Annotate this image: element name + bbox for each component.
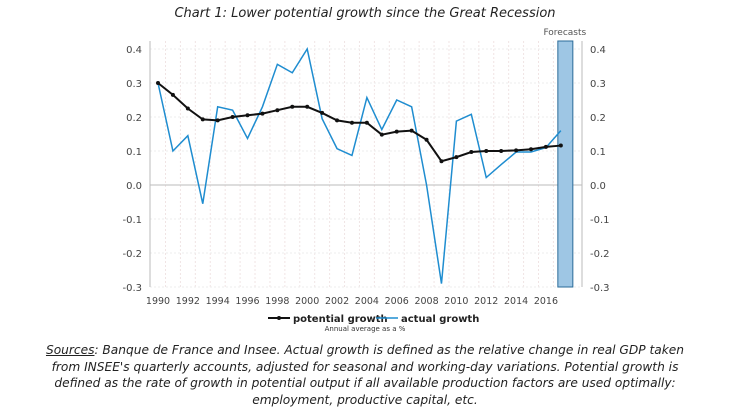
x-tick-label: 2008 (414, 296, 438, 307)
sources-text: : Banque de France and Insee. Actual gro… (51, 343, 685, 407)
line-chart: -0.3 -0.3 -0.2 -0.2 -0.1 -0.1 0.0 0.0 0.1 0.1 0.2 0… (122, 28, 610, 333)
series-point (558, 143, 563, 148)
y-tick-label-left: 0.1 (126, 147, 142, 158)
series-point (230, 115, 235, 119)
series-point (305, 104, 310, 109)
y-tick-label-left: -0.1 (122, 215, 142, 226)
legend-marker-potential (277, 316, 281, 320)
legend-note: Annual average as a % (325, 325, 406, 333)
series-point (379, 132, 384, 137)
x-tick-label: 2004 (355, 296, 379, 307)
y-tick-label-right: -0.2 (590, 249, 610, 260)
x-tick-label: 2010 (444, 296, 468, 307)
forecast-label: Forecasts (543, 28, 586, 38)
series-line-potential-growth (157, 82, 561, 163)
series-point (275, 108, 280, 113)
series-line-actual-growth (157, 47, 562, 284)
series-point (215, 118, 220, 123)
x-tick-label: 1990 (146, 296, 170, 307)
x-tick-label: 1994 (206, 296, 230, 307)
y-tick-label-right: -0.1 (590, 215, 610, 226)
series-point (484, 149, 489, 153)
legend-label-potential: potential growth (293, 314, 388, 325)
x-tick-label: 1992 (176, 296, 200, 307)
series-point (409, 128, 414, 133)
y-tick-label-left: -0.3 (122, 283, 142, 294)
sources-note: Sources: Banque de France and Insee. Act… (40, 342, 690, 408)
series-point (514, 148, 519, 153)
sources-label: Sources (45, 343, 95, 357)
series-point (364, 120, 369, 125)
x-tick-label: 2014 (504, 296, 528, 307)
y-tick-label-left: 0.0 (126, 181, 142, 192)
series-point (439, 159, 444, 164)
chart-title: Chart 1: Lower potential growth since th… (174, 6, 556, 21)
series-point (454, 155, 459, 160)
series-point (424, 137, 429, 142)
y-tick-label-left: 0.4 (126, 45, 142, 56)
y-tick-label-right: 0.1 (590, 147, 606, 158)
series-point (290, 104, 295, 109)
y-tick-label-right: 0.4 (590, 45, 606, 56)
series-point (245, 113, 250, 118)
forecast-band (557, 40, 574, 288)
series-point (529, 147, 533, 152)
x-tick-label: 1996 (235, 296, 259, 307)
series-point (349, 120, 354, 125)
series-point (200, 117, 205, 122)
x-tick-label: 1998 (265, 296, 289, 307)
x-tick-label: 2006 (385, 296, 409, 307)
series-point (260, 111, 265, 116)
y-tick-label-left: 0.2 (126, 113, 142, 124)
y-tick-label-right: 0.3 (590, 79, 606, 90)
series-point (170, 92, 175, 97)
series-point (335, 118, 340, 123)
series-point (320, 110, 325, 115)
series-point (185, 106, 190, 111)
y-tick-label-left: -0.2 (122, 249, 142, 260)
y-tick-label-right: 0.2 (590, 113, 606, 124)
series-point (543, 144, 548, 149)
y-tick-label-right: -0.3 (590, 283, 610, 294)
x-tick-label: 2012 (474, 296, 498, 307)
x-tick-label: 2002 (325, 296, 349, 307)
legend-label-actual: actual growth (401, 314, 479, 325)
series-point (499, 149, 504, 153)
x-tick-label: 2000 (295, 296, 319, 307)
y-tick-label-left: 0.3 (126, 79, 142, 90)
y-tick-label-right: 0.0 (590, 181, 606, 192)
series-point (156, 81, 160, 85)
series-point (394, 129, 399, 134)
x-tick-label: 2016 (534, 296, 558, 307)
series-point (469, 150, 474, 155)
